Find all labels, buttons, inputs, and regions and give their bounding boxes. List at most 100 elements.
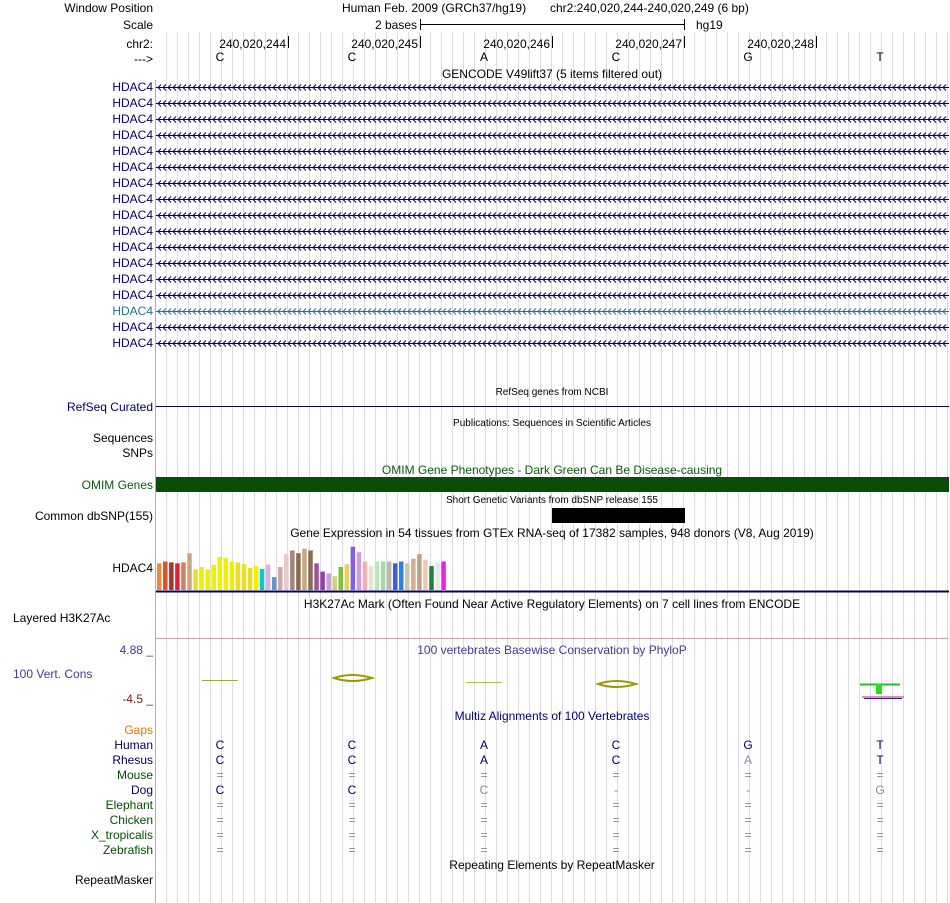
- gtex-tissue-bar[interactable]: [320, 571, 325, 590]
- gencode-transcript-label[interactable]: HDAC4: [112, 192, 153, 206]
- phylop-glyphs[interactable]: [202, 674, 904, 699]
- species-label-chicken[interactable]: Chicken: [109, 813, 153, 827]
- gtex-track-title[interactable]: Gene Expression in 54 tissues from GTEx …: [290, 526, 814, 540]
- gtex-tissue-bar[interactable]: [223, 557, 229, 590]
- gaps-label[interactable]: Gaps: [124, 723, 153, 737]
- gtex-tissue-bar[interactable]: [441, 561, 446, 590]
- species-label-dog[interactable]: Dog: [130, 783, 153, 797]
- gencode-transcript-label[interactable]: HDAC4: [112, 144, 153, 158]
- phylop-label[interactable]: 100 Vert. Cons: [13, 667, 93, 681]
- publications-track-title[interactable]: Publications: Sequences in Scientific Ar…: [453, 418, 651, 429]
- gtex-tissue-bar[interactable]: [380, 561, 386, 590]
- gencode-transcript-label[interactable]: HDAC4: [112, 256, 153, 270]
- gencode-transcript-label[interactable]: HDAC4: [112, 112, 153, 126]
- gtex-tissue-bar[interactable]: [368, 566, 374, 590]
- gtex-label[interactable]: HDAC4: [112, 561, 153, 575]
- refseq-label[interactable]: RefSeq Curated: [66, 400, 153, 414]
- gtex-tissue-bar[interactable]: [302, 548, 307, 590]
- position-text[interactable]: chr2:240,020,244-240,020,249 (6 bp): [550, 1, 749, 15]
- species-label-mouse[interactable]: Mouse: [116, 768, 153, 782]
- h3k27ac-track-title[interactable]: H3K27Ac Mark (Often Found Near Active Re…: [303, 597, 801, 611]
- gtex-tissue-bar[interactable]: [411, 558, 416, 590]
- species-label-x_tropicalis[interactable]: X_tropicalis: [90, 828, 153, 842]
- gtex-tissue-bar[interactable]: [163, 561, 168, 590]
- gencode-transcript-label[interactable]: HDAC4: [112, 208, 153, 222]
- gtex-tissue-bar[interactable]: [405, 563, 410, 590]
- gtex-tissue-bar[interactable]: [386, 561, 392, 590]
- gtex-tissue-bar[interactable]: [199, 567, 204, 590]
- gtex-tissue-bar[interactable]: [308, 550, 313, 590]
- gtex-tissue-bar[interactable]: [417, 554, 422, 590]
- gencode-transcript-label[interactable]: HDAC4: [112, 304, 153, 318]
- multiz-track-title[interactable]: Multiz Alignments of 100 Vertebrates: [454, 709, 650, 723]
- gtex-tissue-bar[interactable]: [423, 559, 428, 590]
- h3k27ac-label[interactable]: Layered H3K27Ac: [13, 611, 111, 625]
- species-label-human[interactable]: Human: [114, 738, 153, 752]
- gtex-tissue-bar[interactable]: [290, 550, 295, 590]
- omim-label[interactable]: OMIM Genes: [81, 478, 153, 492]
- gtex-tissue-bar[interactable]: [314, 563, 319, 590]
- gtex-tissue-bar[interactable]: [241, 564, 247, 590]
- gtex-tissue-bar[interactable]: [271, 577, 277, 590]
- gtex-tissue-bar[interactable]: [187, 553, 192, 590]
- gtex-tissue-bar[interactable]: [326, 573, 331, 590]
- gencode-track-title[interactable]: GENCODE V49lift37 (5 items filtered out): [441, 67, 663, 81]
- gtex-tissue-bar[interactable]: [157, 563, 162, 590]
- repeatmasker-track-title[interactable]: Repeating Elements by RepeatMasker: [449, 858, 655, 872]
- gtex-tissue-bar[interactable]: [278, 567, 283, 590]
- gencode-transcript-label[interactable]: HDAC4: [112, 240, 153, 254]
- dbsnp-track-title[interactable]: Short Genetic Variants from dbSNP releas…: [446, 495, 658, 506]
- gencode-transcript-label[interactable]: HDAC4: [112, 224, 153, 238]
- gtex-tissue-bar[interactable]: [332, 576, 337, 590]
- gtex-tissue-bar[interactable]: [247, 567, 253, 590]
- gtex-tissue-bar[interactable]: [374, 561, 380, 590]
- gtex-tissue-bar[interactable]: [362, 561, 368, 590]
- gtex-tissue-bar[interactable]: [429, 566, 434, 590]
- gencode-transcript-label[interactable]: HDAC4: [112, 176, 153, 190]
- gencode-transcript-label[interactable]: HDAC4: [112, 336, 153, 350]
- gtex-tissue-bar[interactable]: [217, 556, 223, 590]
- gtex-tissue-bar[interactable]: [265, 564, 271, 590]
- dbsnp-label[interactable]: Common dbSNP(155): [34, 509, 153, 523]
- gtex-tissue-bar[interactable]: [193, 569, 198, 590]
- sequences-label[interactable]: Sequences: [92, 431, 153, 445]
- gtex-tissue-bar[interactable]: [356, 552, 362, 590]
- gtex-tissue-bar[interactable]: [235, 562, 241, 590]
- gtex-tissue-bar[interactable]: [169, 562, 174, 590]
- phylop-track-title[interactable]: 100 vertebrates Basewise Conservation by…: [417, 643, 687, 657]
- gencode-transcript-label[interactable]: HDAC4: [112, 320, 153, 334]
- species-label-elephant[interactable]: Elephant: [105, 798, 153, 812]
- gtex-tissue-bar[interactable]: [399, 561, 404, 590]
- gtex-tissue-bar[interactable]: [253, 566, 259, 590]
- gencode-transcript-label[interactable]: HDAC4: [112, 80, 153, 94]
- gtex-tissue-bar[interactable]: [211, 564, 216, 590]
- gtex-tissue-bar[interactable]: [181, 562, 186, 590]
- gencode-transcript-label[interactable]: HDAC4: [112, 272, 153, 286]
- gtex-bars[interactable]: [157, 546, 446, 590]
- gtex-tissue-bar[interactable]: [350, 546, 356, 590]
- gtex-tissue-bar[interactable]: [229, 561, 235, 590]
- gtex-tissue-bar[interactable]: [284, 554, 289, 590]
- dbsnp-variant[interactable]: [552, 508, 685, 523]
- repeatmasker-label[interactable]: RepeatMasker: [74, 873, 153, 887]
- refseq-track-title[interactable]: RefSeq genes from NCBI: [495, 387, 609, 398]
- gtex-tissue-bar[interactable]: [435, 562, 440, 590]
- gtex-tissue-bar[interactable]: [259, 568, 265, 590]
- gtex-tissue-bar[interactable]: [344, 564, 350, 590]
- gencode-transcripts[interactable]: [156, 84, 949, 347]
- gencode-transcript-label[interactable]: HDAC4: [112, 96, 153, 110]
- gtex-tissue-bar[interactable]: [175, 563, 180, 590]
- gencode-transcript-label[interactable]: HDAC4: [112, 128, 153, 142]
- gtex-tissue-bar[interactable]: [392, 563, 398, 590]
- gtex-tissue-bar[interactable]: [338, 567, 344, 590]
- gencode-transcript-label[interactable]: HDAC4: [112, 288, 153, 302]
- species-label-rhesus[interactable]: Rhesus: [112, 753, 153, 767]
- gtex-tissue-bar[interactable]: [296, 553, 301, 590]
- gtex-tissue-bar[interactable]: [205, 569, 210, 590]
- gencode-transcript-label[interactable]: HDAC4: [112, 160, 153, 174]
- omim-track-title[interactable]: OMIM Gene Phenotypes - Dark Green Can Be…: [381, 463, 723, 477]
- species-label-zebrafish[interactable]: Zebrafish: [102, 843, 153, 857]
- omim-gene-bar[interactable]: [156, 477, 949, 492]
- snps-label[interactable]: SNPs: [122, 446, 153, 460]
